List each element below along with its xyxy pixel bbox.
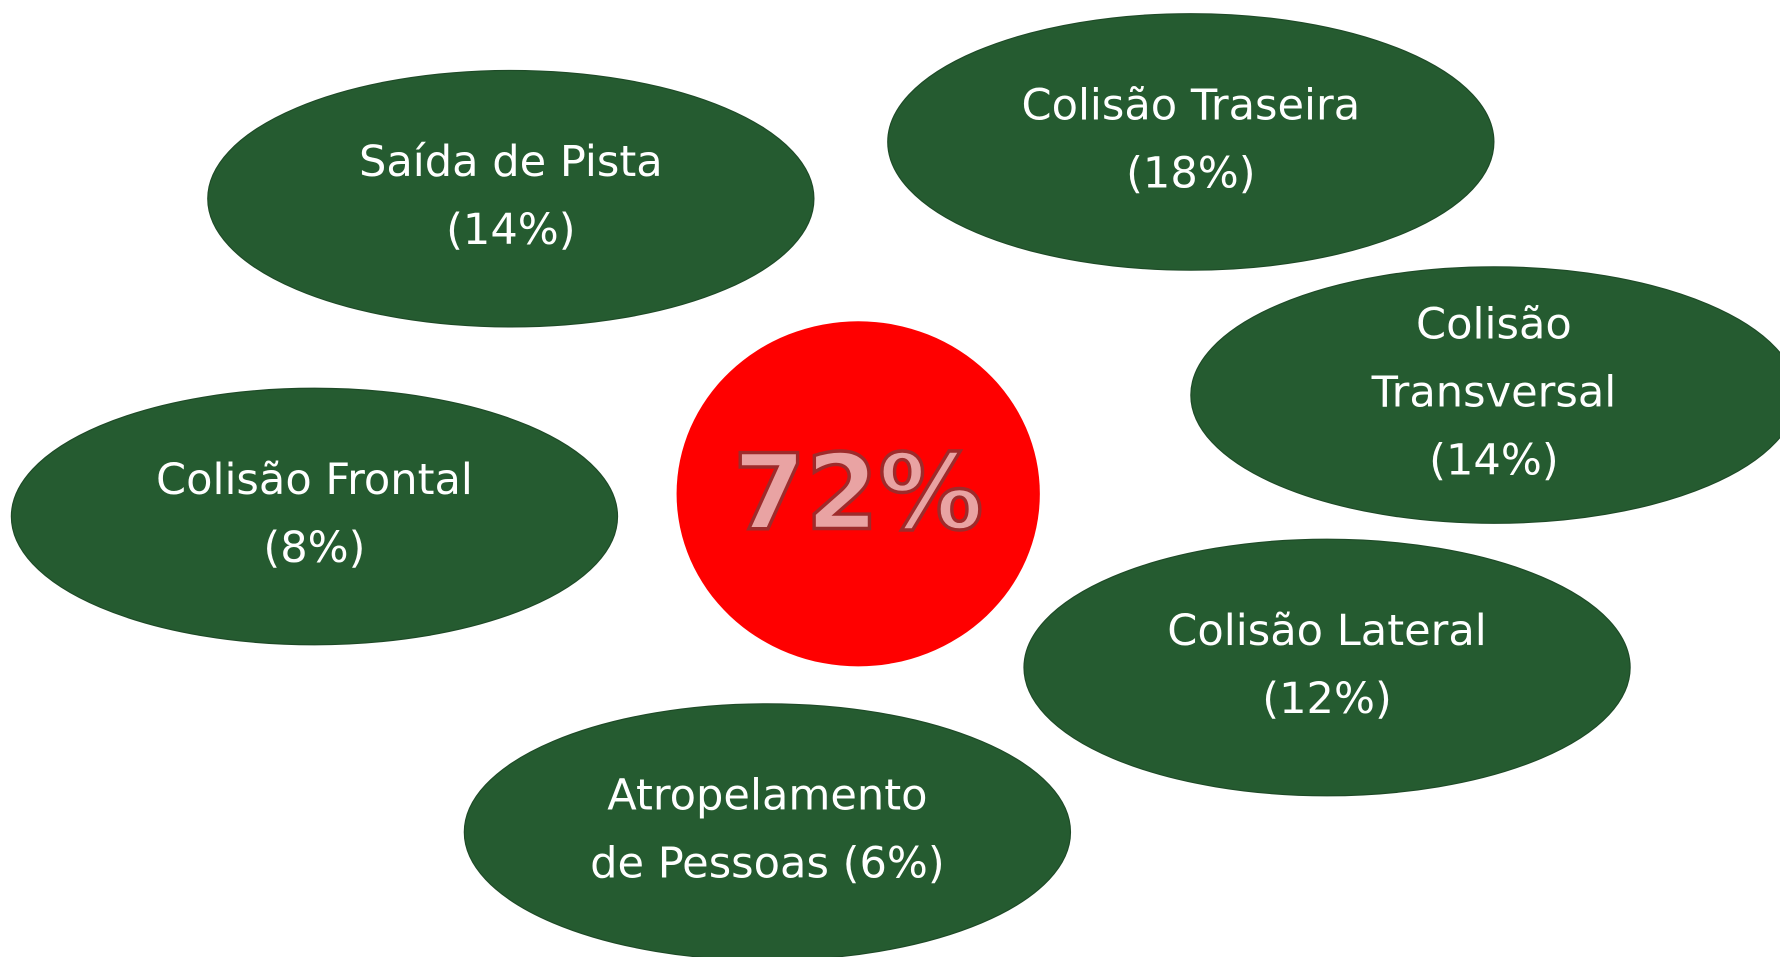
node-label: Transversal <box>1371 368 1617 418</box>
center-label: 72% <box>733 431 983 553</box>
node-ellipse <box>887 13 1495 271</box>
node-ellipse <box>207 69 815 328</box>
node-label: (14%) <box>446 205 576 255</box>
node-label: Saída de Pista <box>359 137 663 187</box>
node-label: Colisão Frontal <box>156 455 473 505</box>
node-label: Colisão Lateral <box>1167 606 1486 656</box>
node-ellipse <box>1023 538 1631 797</box>
node-label: (8%) <box>263 523 365 573</box>
node-label: Atropelamento <box>607 771 927 821</box>
node-ellipse <box>1190 266 1780 524</box>
center-circle <box>676 321 1040 667</box>
node-label: Colisão <box>1416 299 1572 349</box>
node-label: Colisão Traseira <box>1021 80 1360 130</box>
node-label: (14%) <box>1429 436 1559 486</box>
node-ellipse <box>463 703 1071 957</box>
node-ellipse <box>10 387 619 646</box>
node-label: (12%) <box>1262 674 1392 724</box>
node-label: (18%) <box>1126 148 1256 198</box>
node-label: de Pessoas (6%) <box>590 839 945 889</box>
